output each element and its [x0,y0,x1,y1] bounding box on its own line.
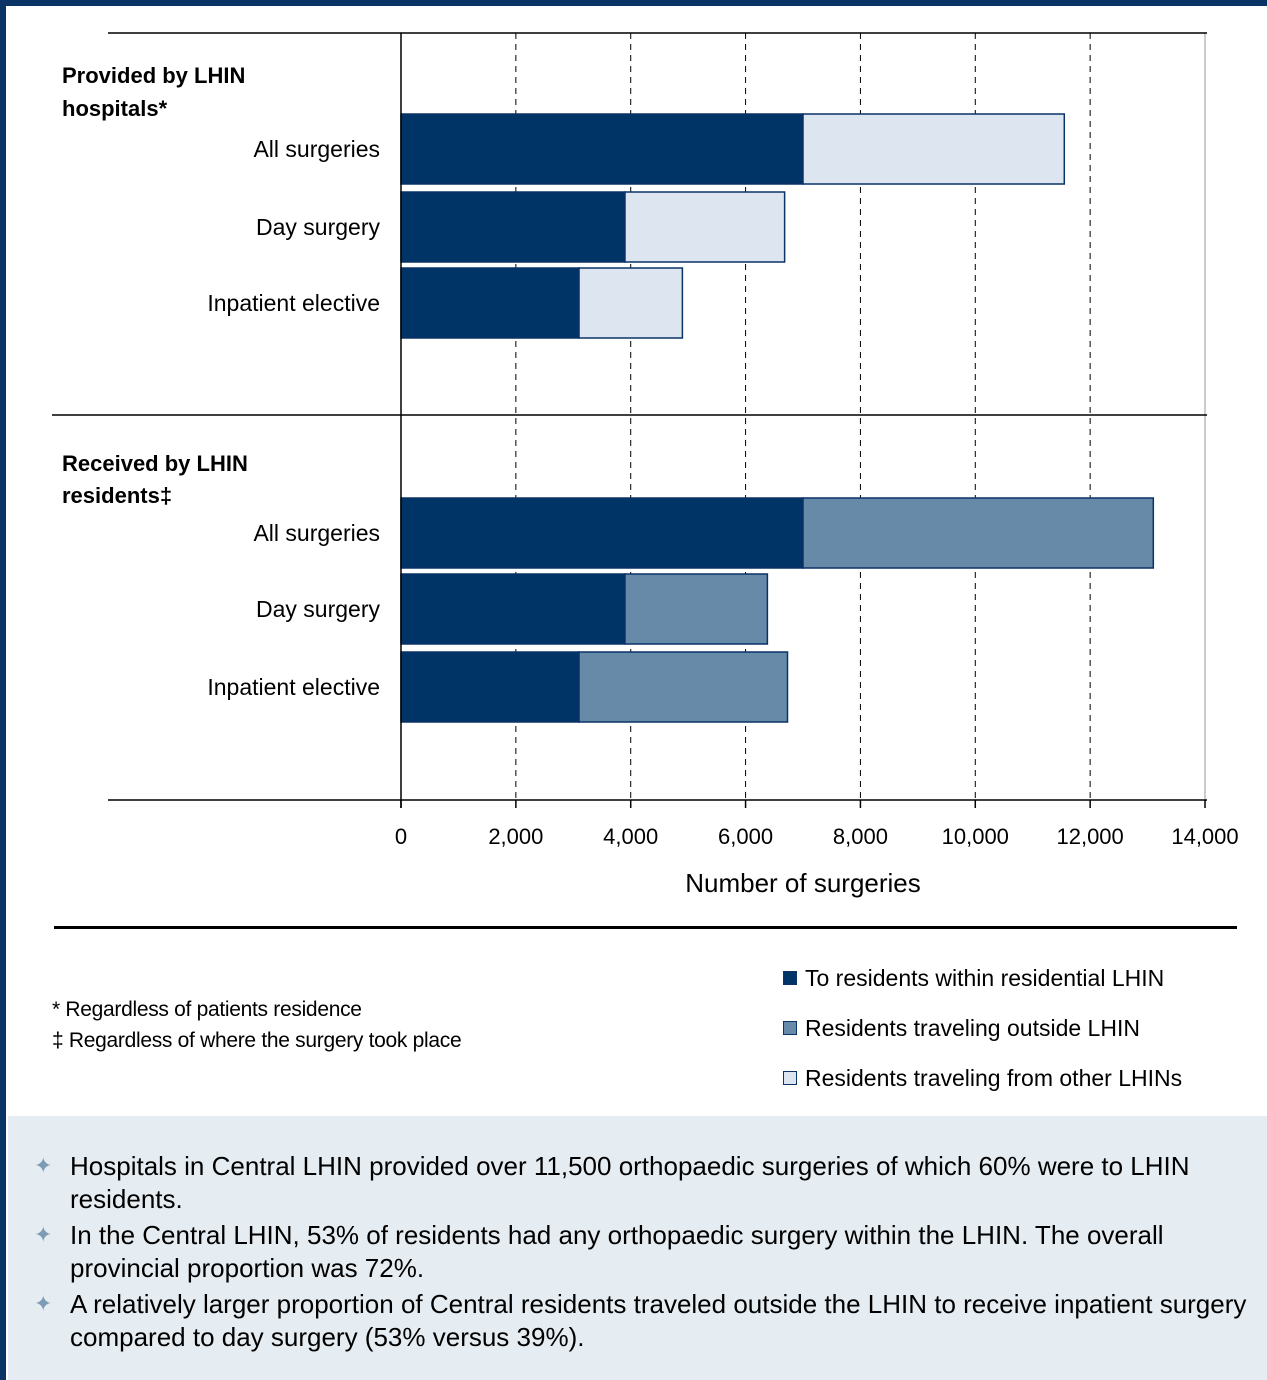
x-tick-label: 12,000 [1056,824,1123,849]
star-bullet-icon: ✦ [34,1153,53,1178]
bar-segment [400,573,626,645]
x-tick-label: 8,000 [833,824,888,849]
bar-segment [578,267,684,339]
category-label: All surgeries [253,520,380,546]
legend-swatch-outside [783,1021,797,1035]
bar-segment [624,573,769,645]
x-tick-label: 0 [395,824,407,849]
category-label: All surgeries [253,136,380,162]
legend-label-outside: Residents traveling outside LHIN [805,1014,1140,1041]
panel-2-title-line1: Received by LHIN [62,451,248,476]
footnotes: * Regardless of patients residence ‡ Reg… [52,994,462,1056]
panel-1-title-line1: Provided by LHIN [62,63,245,88]
summary-item: ✦ In the Central LHIN, 53% of residents … [24,1219,1254,1285]
panel-1-title-line2: hospitals* [62,96,168,121]
legend: To residents within residential LHIN Res… [783,953,1182,1103]
category-label: Day surgery [256,214,380,240]
x-tick-label: 6,000 [718,824,773,849]
star-bullet-icon: ✦ [34,1291,53,1316]
x-tick-label: 4,000 [603,824,658,849]
x-axis-label: Number of surgeries [685,868,921,898]
bars [400,113,1155,723]
category-label: Inpatient elective [207,290,380,316]
panel-2-title-line2: residents‡ [62,483,172,508]
category-label: Inpatient elective [207,674,380,700]
summary-item: ✦ A relatively larger proportion of Cent… [24,1288,1254,1354]
bar-segment [578,651,789,723]
bar-segment [400,267,580,339]
summary-text: A relatively larger proportion of Centra… [70,1289,1247,1352]
x-tick-label: 14,000 [1171,824,1238,849]
bar-segment [624,191,786,263]
legend-label-within: To residents within residential LHIN [805,964,1165,991]
summary-panel: ✦ Hospitals in Central LHIN provided ove… [8,1116,1267,1380]
summary-text: Hospitals in Central LHIN provided over … [70,1151,1190,1214]
stacked-bar-chart: 0 2,000 4,000 6,000 8,000 10,000 12,000 14,000 … [52,32,1239,898]
legend-swatch-from-other [783,1071,797,1085]
bar-segment [400,191,626,263]
x-tick-label: 10,000 [942,824,1009,849]
bar-segment [802,113,1066,185]
x-ticks: 0 2,000 4,000 6,000 8,000 10,000 12,000 14,000 [395,800,1239,849]
frame-left-border [0,0,6,1380]
category-label: Day surgery [256,596,380,622]
bar-segment [400,497,804,569]
legend-swatch-within [783,971,797,985]
legend-item-from-other: Residents traveling from other LHINs [783,1053,1182,1103]
summary-text: In the Central LHIN, 53% of residents ha… [70,1220,1164,1283]
bar-segment [400,651,580,723]
legend-item-within: To residents within residential LHIN [783,953,1182,1003]
legend-item-outside: Residents traveling outside LHIN [783,1003,1182,1053]
axes [52,32,1207,808]
footnote-double-dagger: ‡ Regardless of where the surgery took p… [52,1029,462,1052]
x-tick-label: 2,000 [488,824,543,849]
legend-label-from-other: Residents traveling from other LHINs [805,1064,1183,1091]
separator-line [54,926,1237,929]
star-bullet-icon: ✦ [34,1222,53,1247]
footnote-asterisk: * Regardless of patients residence [52,998,362,1021]
category-labels: All surgeries Day surgery Inpatient electi… [207,136,380,700]
bar-segment [400,113,804,185]
bar-segment [802,497,1155,569]
summary-item: ✦ Hospitals in Central LHIN provided ove… [24,1150,1254,1216]
frame-top-border [0,0,1267,6]
